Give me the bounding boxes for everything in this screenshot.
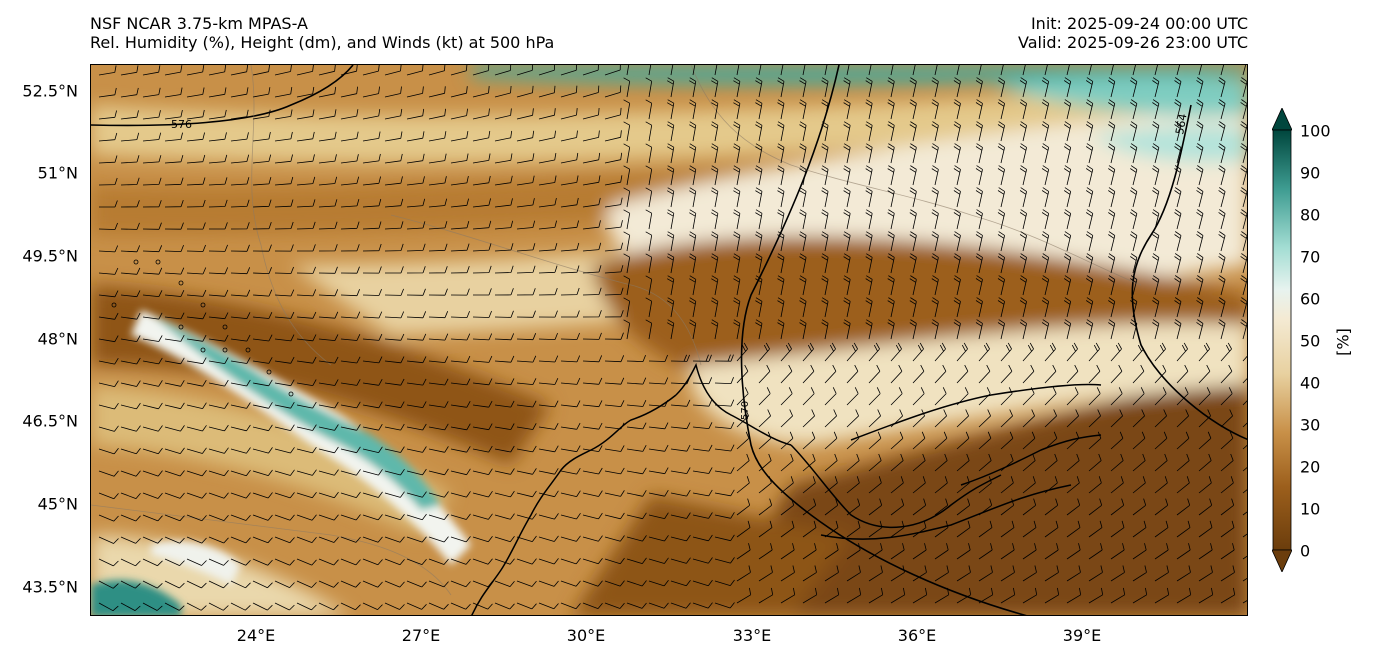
lon-label: 33°E <box>732 626 772 645</box>
contour-576 <box>91 65 354 127</box>
wind-barb-field <box>98 65 1247 612</box>
lon-label: 24°E <box>236 626 276 645</box>
calm-marker <box>133 259 139 265</box>
calm-marker <box>200 302 206 308</box>
calm-marker <box>178 324 184 330</box>
coastline-crimea <box>790 444 1002 528</box>
colorbar-tick: 90 <box>1300 163 1321 183</box>
map-panel: 576 564 570 <box>90 64 1248 616</box>
lon-label: 36°E <box>897 626 937 645</box>
coastline-dnieper <box>675 362 792 446</box>
rh-dry-south <box>572 495 851 615</box>
calm-marker <box>111 302 117 308</box>
colorbar-tick: 10 <box>1300 499 1321 519</box>
colorbar <box>1272 108 1292 572</box>
calm-marker <box>200 347 206 353</box>
lat-label: 46.5°N <box>22 411 78 431</box>
lat-label: 52.5°N <box>22 81 78 101</box>
valid-time: Valid: 2025-09-26 23:00 UTC <box>1017 33 1248 52</box>
colorbar-tick: 30 <box>1300 415 1321 435</box>
colorbar-tick: 60 <box>1300 289 1321 309</box>
colorbar-tick: 40 <box>1300 373 1321 393</box>
calm-wind-markers <box>111 259 294 397</box>
rh-dry-southeast <box>712 365 1247 615</box>
lon-label: 30°E <box>566 626 606 645</box>
lat-label: 51°N <box>37 163 78 183</box>
rh-west-tan <box>91 385 451 535</box>
map-canvas: 576 564 570 <box>91 65 1247 615</box>
colorbar-extend-top <box>1272 108 1292 131</box>
colorbar-tick: 70 <box>1300 247 1321 267</box>
height-contours <box>91 65 1247 615</box>
contour-564 <box>1131 104 1247 441</box>
coastline <box>471 362 1102 615</box>
fields-title: Rel. Humidity (%), Height (dm), and Wind… <box>90 33 555 52</box>
colorbar-unit-label: [%] <box>1333 328 1353 356</box>
calm-marker <box>222 324 228 330</box>
lon-label: 39°E <box>1062 626 1102 645</box>
coastline-azov <box>850 383 1102 486</box>
calm-marker <box>222 347 228 353</box>
calm-marker <box>288 391 294 397</box>
rh-teal-northeast <box>991 76 1247 117</box>
title-right: Init: 2025-09-24 00:00 UTC Valid: 2025-0… <box>1018 14 1248 52</box>
contour-570 <box>740 65 1027 615</box>
contour-label-570: 570 <box>740 401 751 420</box>
lon-label: 27°E <box>401 626 441 645</box>
lat-label: 43.5°N <box>22 577 78 597</box>
colorbar-extend-bottom <box>1272 549 1292 572</box>
calm-marker <box>178 280 184 286</box>
lat-label: 45°N <box>37 494 78 514</box>
wind-barbs <box>98 65 1247 612</box>
colorbar-tick: 50 <box>1300 331 1321 351</box>
lat-label: 49.5°N <box>22 246 78 266</box>
title-left: NSF NCAR 3.75-km MPAS-A Rel. Humidity (%… <box>90 14 554 52</box>
colorbar-tick: 80 <box>1300 205 1321 225</box>
contour-label-576: 576 <box>171 118 192 131</box>
calm-marker <box>155 259 161 265</box>
rh-teal-top <box>471 65 1247 85</box>
init-time: Init: 2025-09-24 00:00 UTC <box>1030 14 1248 33</box>
rh-west-dry <box>91 285 551 465</box>
model-title: NSF NCAR 3.75-km MPAS-A <box>90 14 308 33</box>
calm-marker <box>245 347 251 353</box>
rh-teal-east <box>1091 126 1247 162</box>
coastline-crimea-south <box>820 484 1072 540</box>
colorbar-tick: 0 <box>1300 541 1311 561</box>
calm-marker <box>266 369 272 375</box>
colorbar-tick: 100 <box>1300 121 1331 141</box>
lat-label: 48°N <box>37 329 78 349</box>
rh-pale-mid <box>689 323 1247 445</box>
coastline-black-sea-west <box>471 394 677 615</box>
rh-field-layers <box>91 65 1247 615</box>
colorbar-tick: 20 <box>1300 457 1321 477</box>
colorbar-gradient <box>1272 129 1292 551</box>
